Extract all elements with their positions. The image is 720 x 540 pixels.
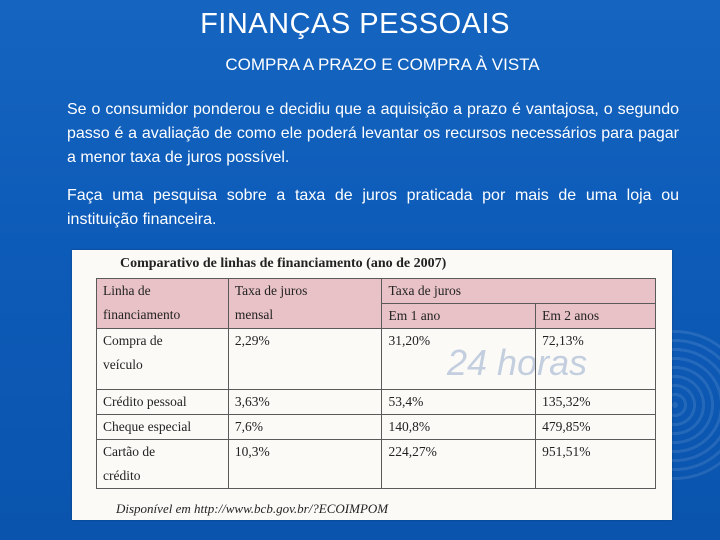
header-line: Linha de financiamento — [96, 278, 229, 329]
table-row: Crédito pessoal 3,63% 53,4% 135,32% — [96, 389, 656, 415]
financing-table: Linha de financiamento Taxa de juros men… — [96, 278, 656, 489]
paragraph-1: Se o consumidor ponderou e decidiu que a… — [67, 101, 679, 166]
header-2-years: Em 2 anos — [535, 303, 656, 329]
header-1-year: Em 1 ano — [381, 303, 537, 329]
table-header-row: Linha de financiamento Taxa de juros men… — [96, 278, 656, 329]
financing-table-image: 24 horas Comparativo de linhas de financ… — [72, 250, 672, 520]
table-row: Compra de veículo 2,29% 31,20% 72,13% — [96, 328, 656, 390]
slide-subtitle: COMPRA A PRAZO E COMPRA À VISTA — [225, 55, 540, 74]
table-source: Disponível em http://www.bcb.gov.br/?ECO… — [116, 501, 389, 516]
header-monthly-rate: Taxa de juros mensal — [227, 278, 383, 329]
paragraph-2: Faça uma pesquisa sobre a taxa de juros … — [67, 187, 679, 228]
table-row: Cheque especial 7,6% 140,8% 479,85% — [96, 414, 656, 440]
header-rate-group: Taxa de juros — [381, 278, 656, 304]
table-row: Cartão de crédito 10,3% 224,27% 951,51% — [96, 439, 656, 489]
table-subheader-row: Em 1 ano Em 2 anos — [97, 303, 656, 329]
slide-title: FINANÇAS PESSOAIS — [200, 8, 510, 40]
table-title: Comparativo de linhas de financiamento (… — [120, 256, 447, 271]
